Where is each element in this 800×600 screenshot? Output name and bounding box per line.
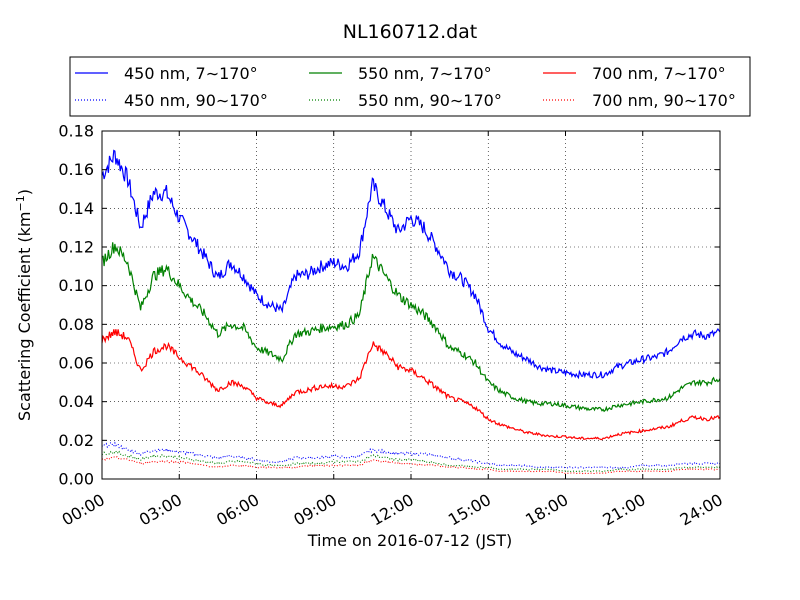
legend-label: 450 nm, 7∼170° [124,64,258,83]
series-line-2 [102,242,721,413]
series-line-0 [101,149,721,380]
y-tick-label: 0.04 [58,392,94,411]
y-axis-label: Scattering Coefficient (km−1) [14,189,34,421]
y-axis-label-superscript: −1 [14,195,27,211]
y-tick-label: 0.14 [58,199,94,218]
grid [102,131,720,479]
y-tick-label: 0.06 [58,354,94,373]
legend-label: 450 nm, 90∼170° [124,91,268,110]
legend-label: 700 nm, 7∼170° [592,64,726,83]
series-line-4 [101,329,721,441]
y-tick-label: 0.02 [58,431,94,450]
y-tick-label: 0.16 [58,160,94,179]
legend-label: 550 nm, 90∼170° [358,91,502,110]
series-layer [101,149,721,475]
y-tick-label: 0.12 [58,238,94,257]
y-tick-label: 0.18 [58,122,94,141]
legend: 450 nm, 7∼170° 450 nm, 90∼170° 550 nm, 7∼1… [69,56,751,117]
legend-label: 550 nm, 7∼170° [358,64,492,83]
chart-title: NL160712.dat [343,21,478,43]
legend-box [69,56,751,117]
y-axis-label-main: Scattering Coefficient (km [15,211,34,421]
y-tick-label: 0.10 [58,276,94,295]
series-line-1 [101,441,721,469]
x-axis-label: Time on 2016-07-12 (JST) [307,531,512,550]
y-axis-label-close: ) [15,189,34,195]
y-tick-label: 0.00 [58,470,94,489]
series-line-5 [101,455,721,475]
legend-label: 700 nm, 90∼170° [592,91,736,110]
y-tick-label: 0.08 [58,315,94,334]
series-line-3 [101,450,721,473]
